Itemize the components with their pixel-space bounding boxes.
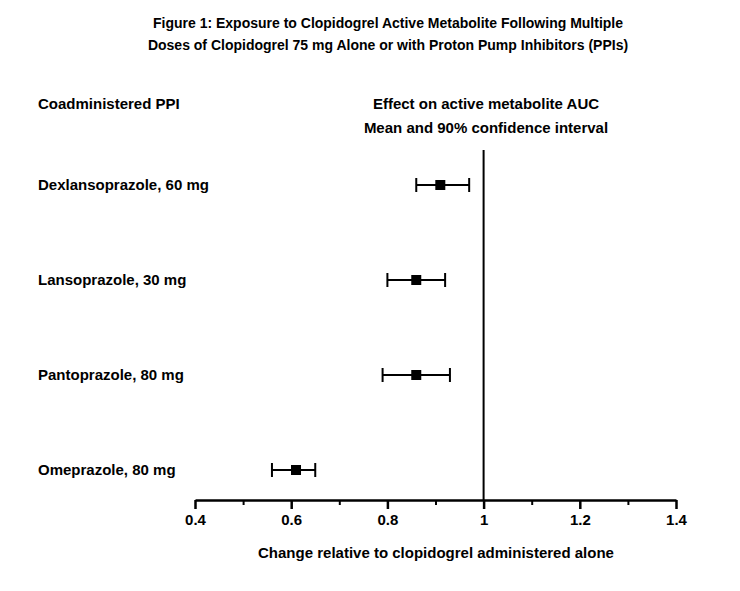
category-label: Dexlansoprazole, 60 mg — [38, 176, 209, 193]
x-tick-label: 0.8 — [377, 511, 398, 528]
ci-low-cap — [382, 368, 384, 382]
ci-low-cap — [415, 178, 417, 192]
x-axis-title: Change relative to clopidogrel administe… — [258, 544, 614, 561]
x-tick-line — [290, 500, 293, 509]
x-tick-line — [387, 500, 390, 509]
mean-marker — [411, 370, 421, 380]
category-label: Pantoprazole, 80 mg — [38, 366, 184, 383]
subtitle: Effect on active metabolite AUC — [373, 95, 599, 112]
x-tick-line — [579, 500, 582, 509]
x-axis: 0.4 0.6 0.8 1 1.2 1.4 — [185, 500, 688, 528]
mean-marker — [435, 180, 445, 190]
plot-area — [272, 150, 484, 500]
category-labels: Dexlansoprazole, 60 mg Lansoprazole, 30 m… — [38, 176, 209, 478]
x-tick-label: 1 — [480, 511, 488, 528]
x-tick-label: 1.4 — [666, 511, 688, 528]
title: Figure 1: Exposure to Clopidogrel Active… — [153, 15, 623, 31]
x-tick: 0.4 — [185, 500, 207, 528]
x-tick-line — [675, 500, 678, 509]
ci-high-cap — [314, 463, 316, 477]
category-label: Omeprazole, 80 mg — [38, 461, 176, 478]
subtitle: Mean and 90% confidence interval — [364, 119, 608, 136]
ci-low-cap — [386, 273, 388, 287]
mean-marker — [411, 275, 421, 285]
ci-high-cap — [449, 368, 451, 382]
ci-high-cap — [444, 273, 446, 287]
ci-high-cap — [468, 178, 470, 192]
x-tick: 1 — [480, 500, 488, 528]
title: Doses of Clopidogrel 75 mg Alone or with… — [148, 37, 628, 53]
y-axis-title: Coadministered PPI — [38, 95, 180, 112]
x-tick-line — [194, 500, 197, 509]
chart: Figure 1: Exposure to Clopidogrel Active… — [0, 0, 740, 591]
x-tick-line — [483, 500, 486, 509]
x-tick: 0.8 — [377, 500, 398, 528]
x-tick: 1.2 — [570, 500, 591, 528]
category-label: Lansoprazole, 30 mg — [38, 271, 186, 288]
x-tick-label: 0.4 — [185, 511, 207, 528]
x-tick-label: 1.2 — [570, 511, 591, 528]
x-tick: 0.6 — [281, 500, 302, 528]
ci-low-cap — [271, 463, 273, 477]
x-tick: 1.4 — [666, 500, 688, 528]
mean-marker — [291, 465, 301, 475]
reference-line — [483, 150, 485, 500]
x-axis-line — [196, 499, 677, 502]
x-tick-label: 0.6 — [281, 511, 302, 528]
